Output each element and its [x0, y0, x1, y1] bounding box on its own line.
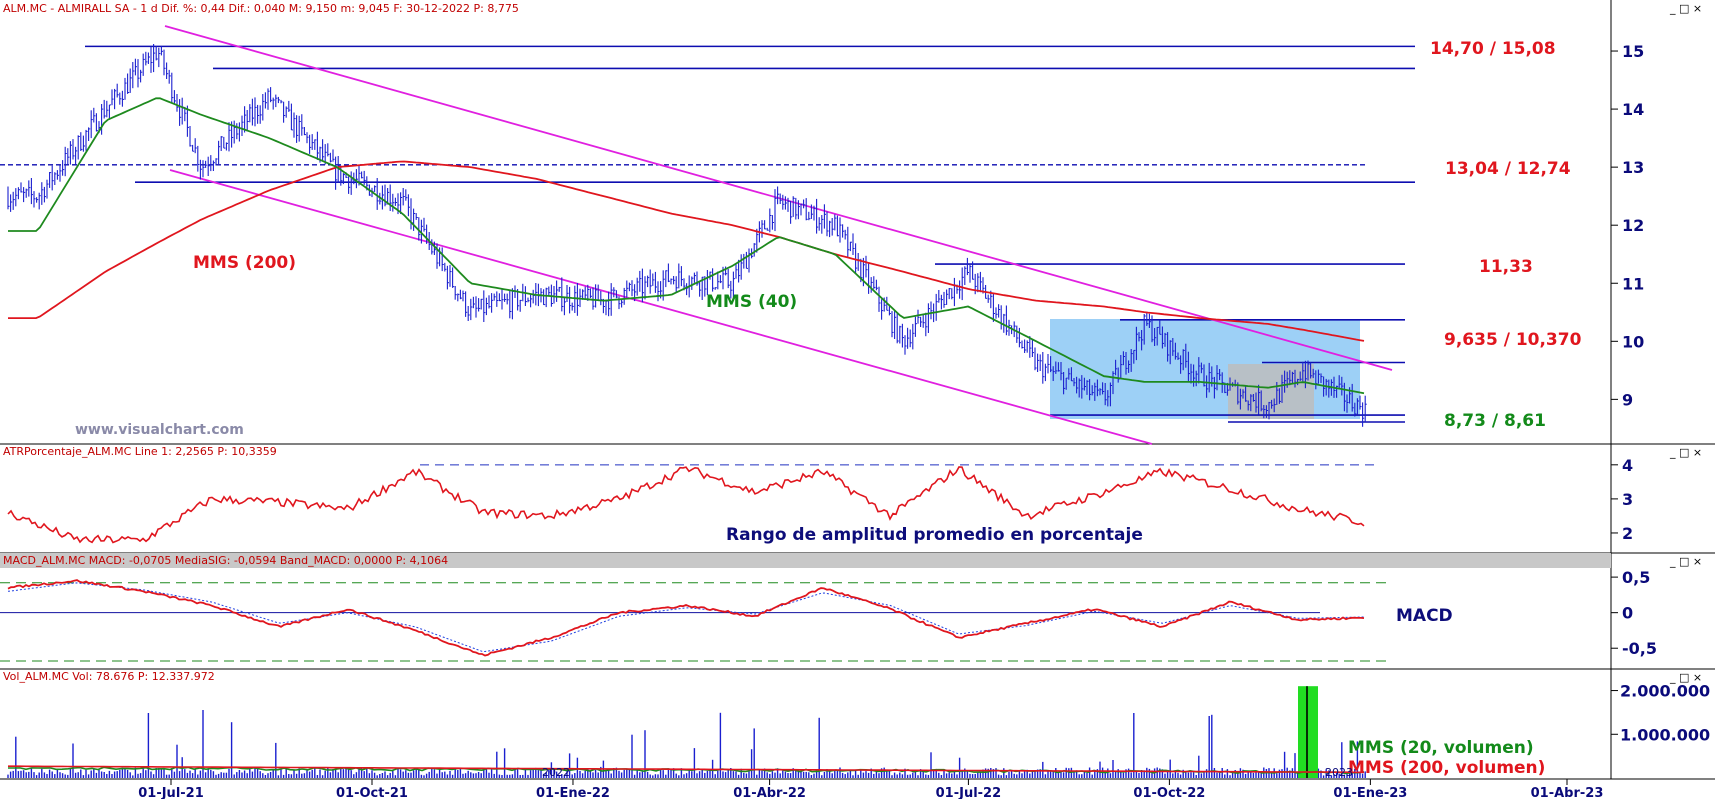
- channel-upper-line: [164, 25, 1393, 371]
- x-tick-label: 01-Jul-22: [936, 786, 1002, 799]
- macd-tick-label: 0: [1622, 604, 1633, 623]
- vol-ma20-label: MMS (20, volumen): [1348, 738, 1534, 758]
- price-header: ALM.MC - ALMIRALL SA - 1 d Dif. %: 0,44 …: [3, 2, 519, 15]
- x-tick-label: 01-Abr-23: [1531, 786, 1604, 799]
- atr-tick-label: 4: [1622, 456, 1633, 475]
- price-window-buttons[interactable]: _ □ ×: [1669, 2, 1702, 15]
- x-tick-label: 01-Ene-23: [1333, 786, 1407, 799]
- volume-ma200-line: [8, 765, 1364, 774]
- volume-peak-highlight: [1298, 686, 1318, 778]
- vol-tick-label: 1.000.000: [1620, 725, 1710, 744]
- mms200-label: MMS (200): [193, 253, 296, 273]
- level-label-2: 13,04 / 12,74: [1445, 159, 1571, 179]
- x-tick-label: 01-Jul-21: [138, 786, 204, 799]
- level-label-4: 9,635 / 10,370: [1444, 330, 1582, 350]
- price-tick-label: 10: [1622, 332, 1644, 351]
- mms40-line: [8, 97, 1365, 395]
- macd-tick-label: -0,5: [1622, 639, 1657, 658]
- price-tick-label: 9: [1622, 390, 1633, 409]
- channel-lower-line: [169, 169, 1153, 445]
- level-label-3: 11,33: [1479, 257, 1533, 277]
- moving-averages: [8, 97, 1365, 395]
- mms200-line: [8, 160, 1365, 342]
- vol-ma200-label: MMS (200, volumen): [1348, 758, 1545, 778]
- bearish-channel: [164, 25, 1393, 445]
- year-2022-label: 2022: [542, 766, 570, 779]
- macd-header: MACD_ALM.MC MACD: -0,0705 MediaSIG: -0,0…: [3, 554, 448, 567]
- x-tick-label: 01-Oct-21: [336, 786, 408, 799]
- mms40-label: MMS (40): [706, 292, 797, 312]
- vol-window-buttons[interactable]: _ □ ×: [1669, 671, 1702, 684]
- watermark: www.visualchart.com: [75, 422, 244, 438]
- x-tick-label: 01-Ene-22: [536, 786, 610, 799]
- atr-panel: [7, 464, 1378, 544]
- macd-window-buttons[interactable]: _ □ ×: [1669, 555, 1702, 568]
- vol-header: Vol_ALM.MC Vol: 78.676 P: 12.337.972: [3, 670, 215, 683]
- level-label-5: 8,73 / 8,61: [1444, 411, 1546, 431]
- atr-line: [7, 466, 1365, 544]
- x-tick-label: 01-Abr-22: [733, 786, 806, 799]
- price-tick-label: 12: [1622, 216, 1644, 235]
- panel-frames: [0, 0, 1715, 780]
- macd-signal-line: [7, 582, 1364, 653]
- x-tick-label: 01-Oct-22: [1133, 786, 1205, 799]
- macd-tick-label: 0,5: [1622, 568, 1650, 587]
- price-tick-label: 11: [1622, 274, 1644, 293]
- year-2023-label: 2023: [1325, 766, 1353, 779]
- atr-title: Rango de amplitud promedio en porcentaje: [726, 525, 1143, 545]
- macd-line: [7, 579, 1365, 657]
- macd-title: MACD: [1396, 606, 1453, 626]
- vol-tick-label: 2.000.000: [1620, 682, 1710, 701]
- price-tick-label: 15: [1622, 42, 1644, 61]
- x-axis: 01-Jul-21 01-Oct-21 01-Ene-22 01-Abr-22 01-J…: [138, 779, 1604, 801]
- y-axes: 9 10 11 12 13 14 15 2 3 4 0,5 0 -0,5 2.000.000 1.000.0…: [1611, 42, 1710, 744]
- price-tick-label: 13: [1622, 158, 1644, 177]
- level-label-1: 14,70 / 15,08: [1430, 39, 1556, 59]
- atr-tick-label: 2: [1622, 524, 1633, 543]
- price-tick-label: 14: [1622, 100, 1644, 119]
- macd-panel: [0, 579, 1390, 662]
- atr-tick-label: 3: [1622, 490, 1633, 509]
- atr-window-buttons[interactable]: _ □ ×: [1669, 446, 1702, 459]
- atr-header: ATRPorcentaje_ALM.MC Line 1: 2,2565 P: 1…: [3, 445, 277, 458]
- volume-panel: [7, 686, 1366, 778]
